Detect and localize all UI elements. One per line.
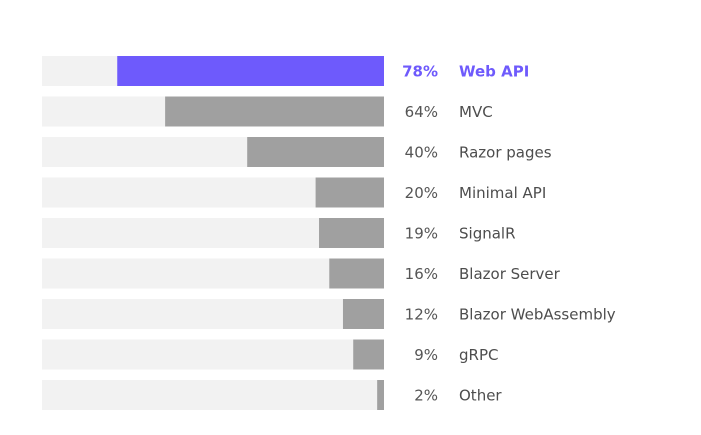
bar-signalr bbox=[319, 218, 384, 248]
category-label-minimal-api: Minimal API bbox=[459, 184, 546, 202]
bar-other bbox=[377, 380, 384, 410]
bar-blazor-server bbox=[329, 258, 384, 289]
category-label-blazor-webassembly: Blazor WebAssembly bbox=[459, 306, 616, 324]
bar-track-blazor-webassembly bbox=[42, 299, 384, 329]
bar-razor-pages bbox=[247, 137, 384, 167]
category-label-grpc: gRPC bbox=[459, 346, 498, 364]
value-label-signalr: 19% bbox=[405, 225, 438, 243]
bar-blazor-webassembly bbox=[342, 299, 384, 329]
value-label-web-api: 78% bbox=[402, 63, 438, 81]
category-label-mvc: MVC bbox=[459, 103, 493, 121]
value-label-grpc: 9% bbox=[414, 346, 438, 364]
category-label-razor-pages: Razor pages bbox=[459, 144, 552, 162]
value-label-razor-pages: 40% bbox=[405, 144, 438, 162]
bar-mvc bbox=[165, 96, 384, 127]
category-label-signalr: SignalR bbox=[459, 225, 516, 243]
category-label-web-api: Web API bbox=[459, 63, 529, 81]
category-label-blazor-server: Blazor Server bbox=[459, 265, 561, 283]
bar-track-grpc bbox=[42, 339, 384, 370]
value-label-blazor-server: 16% bbox=[405, 265, 438, 283]
category-label-other: Other bbox=[459, 387, 502, 405]
value-label-blazor-webassembly: 12% bbox=[405, 306, 438, 324]
value-label-other: 2% bbox=[414, 387, 438, 405]
bar-track-blazor-server bbox=[42, 258, 384, 289]
bar-web-api bbox=[117, 56, 385, 86]
value-label-minimal-api: 20% bbox=[405, 184, 438, 202]
bar-grpc bbox=[353, 339, 384, 370]
value-label-mvc: 64% bbox=[405, 103, 438, 121]
bar-minimal-api bbox=[315, 177, 384, 208]
bar-track-other bbox=[42, 380, 384, 410]
